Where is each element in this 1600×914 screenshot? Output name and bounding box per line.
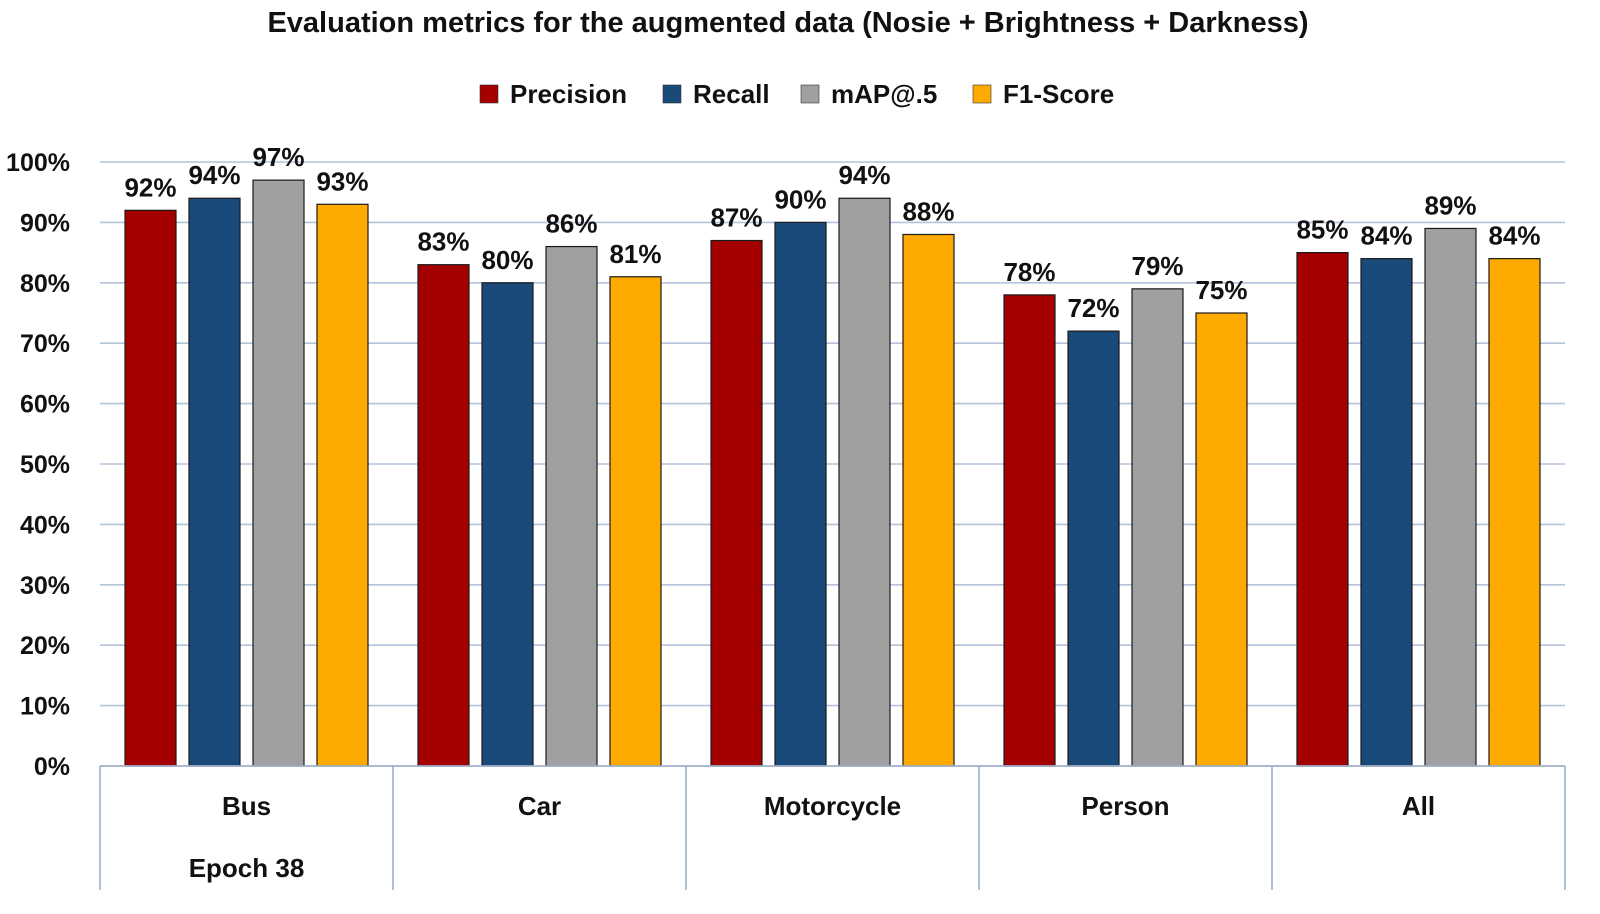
data-label: 80% <box>481 245 533 275</box>
y-tick-label: 100% <box>6 149 70 177</box>
bar <box>902 233 955 767</box>
data-label: 78% <box>1003 257 1055 287</box>
x-tick-label: Person <box>1081 791 1169 821</box>
y-tick-label: 10% <box>20 693 70 721</box>
y-tick-label: 80% <box>20 270 70 298</box>
y-tick-label: 60% <box>20 391 70 419</box>
data-label: 89% <box>1424 190 1476 220</box>
bar <box>1131 288 1184 767</box>
legend-label: Precision <box>510 79 627 109</box>
legend-item-2: Recall <box>662 79 770 109</box>
data-label: 79% <box>1131 251 1183 281</box>
bar <box>1067 330 1120 767</box>
data-label: 97% <box>252 142 304 172</box>
x-group-label: Epoch 38 <box>189 853 305 883</box>
legend-label: F1-Score <box>1003 79 1114 109</box>
y-tick-label: 40% <box>20 511 70 539</box>
bar <box>609 276 662 767</box>
legend-label: mAP@.5 <box>831 79 937 109</box>
bar <box>252 179 305 767</box>
data-label: 94% <box>188 160 240 190</box>
legend-swatch <box>800 84 820 104</box>
bar <box>1424 227 1477 767</box>
data-label: 81% <box>609 239 661 269</box>
value-labels: 92% 94% 97% 93% 83% 80% 86% 81% 87% 90% 94% 88% 78% 7… <box>124 142 1540 323</box>
data-label: 75% <box>1195 275 1247 305</box>
y-tick-label: 90% <box>20 209 70 237</box>
bar <box>545 245 598 767</box>
bar <box>838 197 891 767</box>
legend-swatch <box>479 84 499 104</box>
data-label: 88% <box>902 196 954 226</box>
x-tick-label: Motorcycle <box>764 791 901 821</box>
bar <box>774 221 827 767</box>
data-label: 94% <box>838 160 890 190</box>
chart-title: Evaluation metrics for the augmented dat… <box>267 7 1308 39</box>
y-tick-label: 50% <box>20 451 70 479</box>
y-tick-label: 30% <box>20 572 70 600</box>
legend: Precision Recall mAP@.5 F1-Score <box>479 79 1114 109</box>
legend-label: Recall <box>693 79 770 109</box>
data-label: 90% <box>774 184 826 214</box>
bar <box>1195 312 1248 767</box>
y-axis: 0% 10% 20% 30% 40% 50% 60% 70% 80% 90% 100% <box>6 149 70 781</box>
legend-item-1: Precision <box>479 79 627 109</box>
data-label: 93% <box>316 166 368 196</box>
y-tick-label: 0% <box>34 753 70 781</box>
legend-swatch <box>662 84 682 104</box>
data-label: 85% <box>1296 215 1348 245</box>
data-label: 72% <box>1067 293 1119 323</box>
bar <box>316 203 369 767</box>
x-axis: Bus Car Motorcycle Person All Epoch 38 <box>99 765 1566 890</box>
bar <box>188 197 241 767</box>
data-label: 87% <box>710 203 762 233</box>
legend-item-4: F1-Score <box>972 79 1114 109</box>
data-label: 83% <box>417 227 469 257</box>
data-label: 84% <box>1360 221 1412 251</box>
bar <box>1488 258 1541 767</box>
bar <box>124 209 177 767</box>
bar <box>710 239 763 767</box>
bar <box>481 282 534 767</box>
x-tick-label: Car <box>518 791 561 821</box>
data-label: 84% <box>1488 221 1540 251</box>
data-label: 86% <box>545 209 597 239</box>
bar <box>1296 252 1349 767</box>
y-tick-label: 70% <box>20 330 70 358</box>
bars <box>124 179 1541 767</box>
x-tick-label: Bus <box>222 791 271 821</box>
y-tick-label: 20% <box>20 632 70 660</box>
data-label: 92% <box>124 172 176 202</box>
legend-swatch <box>972 84 992 104</box>
bar <box>1360 258 1413 767</box>
legend-item-3: mAP@.5 <box>800 79 937 109</box>
x-tick-label: All <box>1402 791 1435 821</box>
bar <box>1003 294 1056 767</box>
bar <box>417 264 470 767</box>
